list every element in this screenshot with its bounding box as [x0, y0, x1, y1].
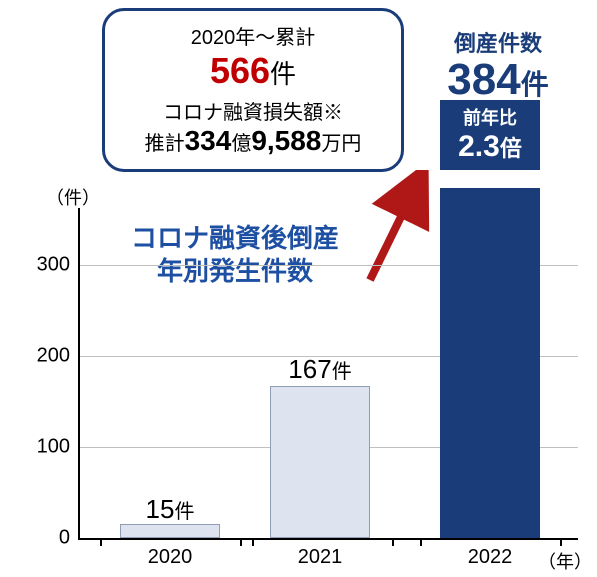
- callout-prefix: 推計: [145, 133, 185, 155]
- xlabel-2020: 2020: [148, 546, 193, 569]
- callout-man: 9,588: [251, 125, 321, 156]
- callout-total: 566件: [123, 50, 383, 92]
- xtick-mark: [240, 538, 242, 546]
- yoy-label: 前年比: [446, 104, 534, 130]
- callout-oku-unit: 億: [231, 133, 251, 155]
- ytick-100: 100: [30, 436, 70, 459]
- xtick-mark: [100, 538, 102, 546]
- callout-oku: 334: [185, 125, 232, 156]
- trend-arrow-icon: [358, 170, 438, 290]
- bar-value-2020: 15: [146, 494, 175, 524]
- subtitle-line1: コロナ融資後倒産: [131, 223, 339, 253]
- y-axis-unit: （件）: [46, 184, 100, 210]
- yoy-value: 2.3: [458, 130, 500, 163]
- chart-subtitle: コロナ融資後倒産 年別発生件数: [105, 222, 365, 287]
- callout-line3: コロナ融資損失額※: [123, 96, 383, 125]
- bar-label-2021: 167件: [288, 354, 351, 385]
- y-axis: [78, 208, 80, 538]
- x-axis: [78, 538, 578, 540]
- callout-line4: 推計334億9,588万円: [123, 125, 383, 157]
- bar-unit-2020: 件: [174, 501, 194, 523]
- bar-unit-2021: 件: [332, 361, 352, 383]
- xtick-mark: [420, 538, 422, 546]
- header-right-value-wrap: 384件: [428, 58, 568, 103]
- header-right-value: 384: [447, 55, 520, 104]
- header-right-title: 倒産件数: [428, 26, 568, 58]
- x-axis-unit: （年）: [538, 548, 592, 574]
- yoy-value-wrap: 2.3倍: [446, 130, 534, 164]
- subtitle-line2: 年別発生件数: [157, 256, 313, 286]
- callout-total-unit: 件: [270, 59, 296, 89]
- callout-line1: 2020年～累計: [123, 21, 383, 50]
- yoy-badge: 前年比 2.3倍: [440, 100, 540, 170]
- callout-man-unit: 万円: [321, 133, 361, 155]
- ytick-0: 0: [30, 527, 70, 550]
- header-right-unit: 件: [521, 69, 549, 100]
- xlabel-2021: 2021: [298, 546, 343, 569]
- callout-total-value: 566: [210, 50, 270, 91]
- bar-label-2020: 15件: [146, 494, 195, 525]
- ytick-200: 200: [30, 345, 70, 368]
- xtick-mark: [392, 538, 394, 546]
- summary-callout: 2020年～累計 566件 コロナ融資損失額※ 推計334億9,588万円: [102, 8, 404, 172]
- yoy-suffix: 倍: [500, 136, 522, 161]
- header-right: 倒産件数 384件: [428, 26, 568, 103]
- bar-2021: [270, 386, 370, 538]
- bar-2022: [440, 188, 540, 538]
- ytick-300: 300: [30, 254, 70, 277]
- bar-2020: [120, 524, 220, 538]
- xlabel-2022: 2022: [468, 546, 513, 569]
- xtick-mark: [560, 538, 562, 546]
- bar-value-2021: 167: [288, 354, 331, 384]
- xtick-mark: [252, 538, 254, 546]
- chart-stage: 2020年～累計 566件 コロナ融資損失額※ 推計334億9,588万円 倒産…: [0, 0, 597, 577]
